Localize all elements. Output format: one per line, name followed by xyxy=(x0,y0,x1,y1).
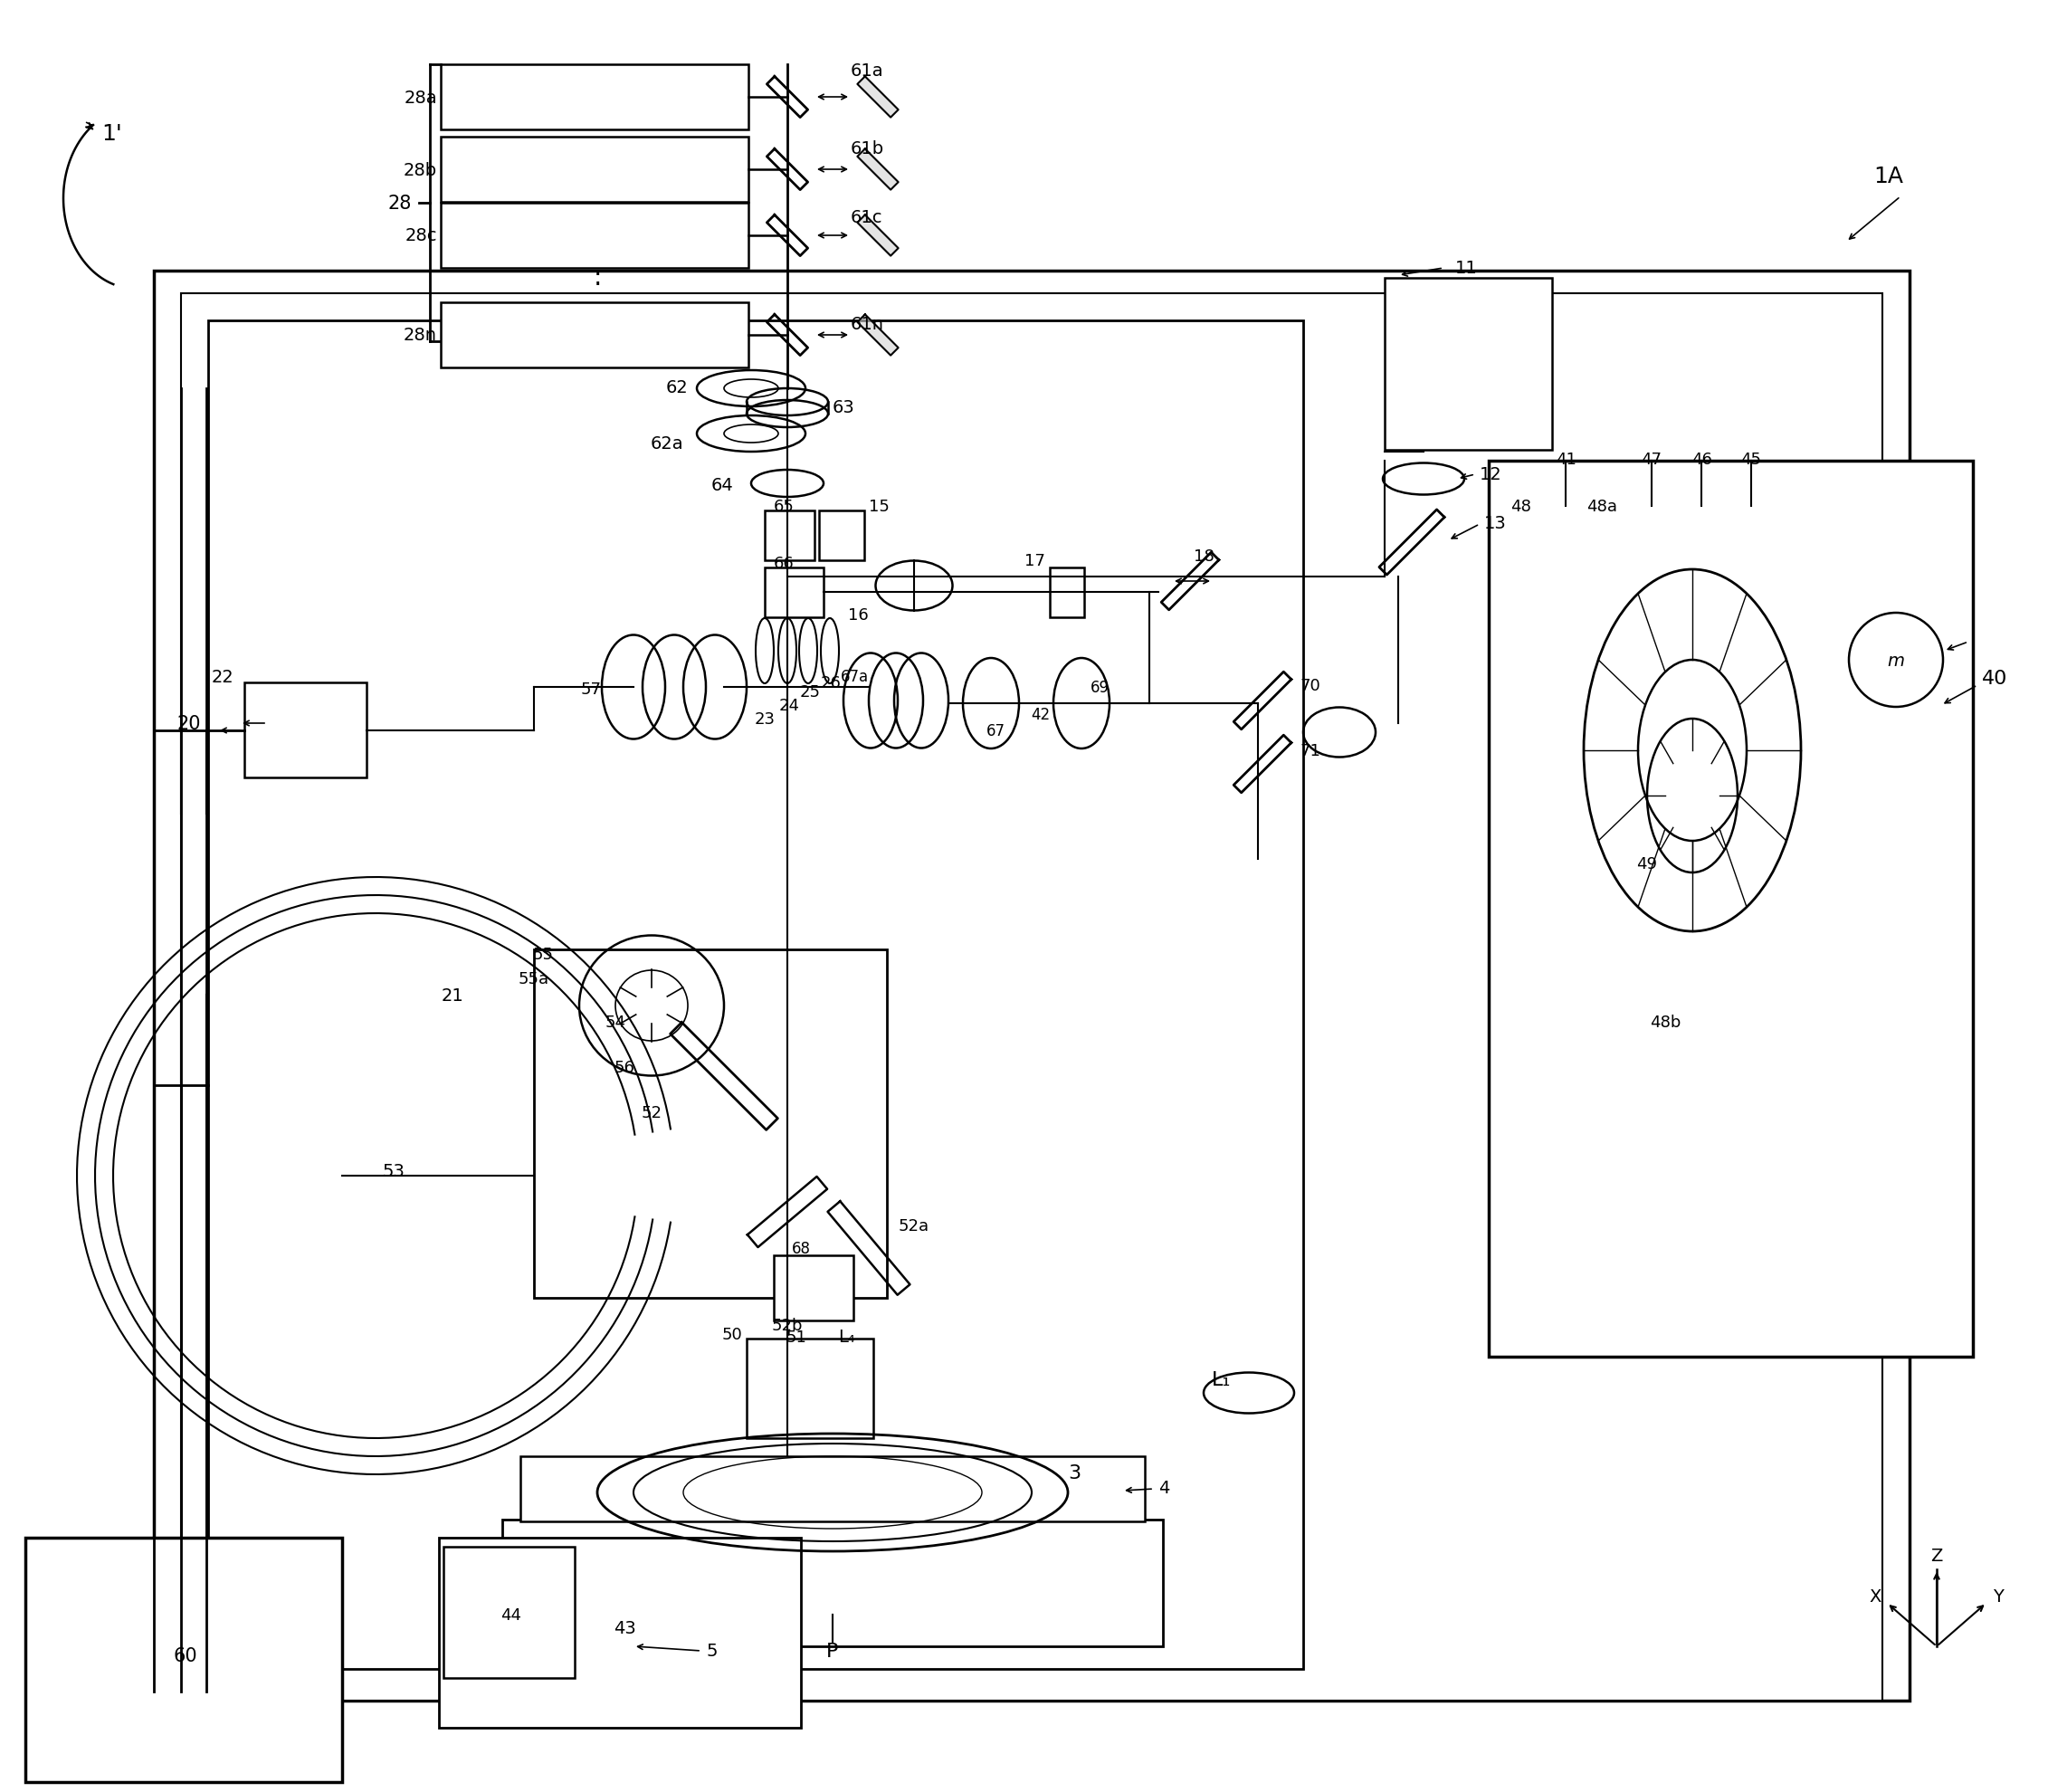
Text: 42: 42 xyxy=(1031,706,1050,722)
Text: 67a: 67a xyxy=(841,668,868,685)
Text: 23: 23 xyxy=(754,711,775,728)
Text: 26: 26 xyxy=(821,676,841,692)
Bar xyxy=(521,1457,1145,1521)
Text: 49: 49 xyxy=(1637,857,1658,873)
Text: 63: 63 xyxy=(833,398,856,416)
Text: 13: 13 xyxy=(1484,514,1507,532)
Bar xyxy=(209,321,1302,1668)
Text: 28: 28 xyxy=(389,195,411,213)
Bar xyxy=(765,511,814,561)
Text: 65: 65 xyxy=(773,498,794,514)
Text: 16: 16 xyxy=(847,607,868,624)
Text: 55a: 55a xyxy=(519,971,550,987)
Text: 66: 66 xyxy=(773,556,794,572)
Text: 48: 48 xyxy=(1511,498,1532,514)
Text: 60: 60 xyxy=(174,1647,198,1665)
Text: 40: 40 xyxy=(1982,670,2007,688)
Bar xyxy=(746,1339,874,1439)
Text: P: P xyxy=(827,1641,839,1659)
Text: 48a: 48a xyxy=(1587,498,1616,514)
Bar xyxy=(1050,568,1085,618)
Text: 54: 54 xyxy=(606,1014,626,1030)
Bar xyxy=(440,204,748,269)
Text: 50: 50 xyxy=(721,1326,742,1342)
Text: 47: 47 xyxy=(1641,452,1662,468)
Text: 52b: 52b xyxy=(771,1317,802,1333)
Bar xyxy=(773,1256,854,1321)
Text: Z: Z xyxy=(1931,1546,1943,1564)
Bar xyxy=(819,511,864,561)
Text: 62: 62 xyxy=(666,378,688,396)
Text: L₄: L₄ xyxy=(837,1328,854,1346)
Text: Y: Y xyxy=(1993,1588,2003,1606)
Text: 15: 15 xyxy=(868,498,889,514)
Bar xyxy=(438,1538,800,1727)
Text: 41: 41 xyxy=(1554,452,1575,468)
Text: L₁: L₁ xyxy=(1211,1371,1232,1389)
Text: 4: 4 xyxy=(1158,1480,1170,1496)
Bar xyxy=(765,568,823,618)
Bar xyxy=(502,1520,1164,1647)
Text: 18: 18 xyxy=(1193,548,1213,564)
Text: 45: 45 xyxy=(1740,452,1761,468)
Bar xyxy=(440,303,748,367)
Text: 1': 1' xyxy=(101,124,122,145)
Text: 64: 64 xyxy=(711,477,734,495)
Text: 61a: 61a xyxy=(852,63,885,79)
Text: 53: 53 xyxy=(382,1163,405,1181)
Text: 68: 68 xyxy=(792,1240,810,1256)
Text: 71: 71 xyxy=(1300,742,1321,760)
Text: 62a: 62a xyxy=(651,435,684,452)
Text: 43: 43 xyxy=(614,1620,637,1636)
Text: 52a: 52a xyxy=(899,1217,930,1235)
Bar xyxy=(25,1538,341,1781)
Bar xyxy=(1488,461,1972,1357)
Text: 20: 20 xyxy=(176,715,200,733)
Text: 61b: 61b xyxy=(852,140,885,158)
Text: 21: 21 xyxy=(440,986,463,1004)
Polygon shape xyxy=(858,215,899,256)
Text: 17: 17 xyxy=(1025,552,1046,570)
Text: 70: 70 xyxy=(1300,677,1321,694)
Text: 61c: 61c xyxy=(852,208,883,226)
Text: 28b: 28b xyxy=(403,161,436,179)
Text: 44: 44 xyxy=(500,1607,521,1624)
Text: 11: 11 xyxy=(1455,260,1478,278)
Text: X: X xyxy=(1869,1588,1881,1606)
Text: 22: 22 xyxy=(211,668,234,685)
Text: m: m xyxy=(1887,652,1904,668)
Bar xyxy=(440,65,748,131)
Text: 52: 52 xyxy=(641,1104,661,1120)
Text: 5: 5 xyxy=(707,1641,717,1659)
Text: 67: 67 xyxy=(986,722,1005,738)
Text: 56: 56 xyxy=(614,1059,635,1075)
Bar xyxy=(153,271,1910,1701)
Text: 12: 12 xyxy=(1480,466,1503,484)
Text: 69: 69 xyxy=(1089,679,1110,695)
Polygon shape xyxy=(858,315,899,357)
Bar xyxy=(1385,278,1552,450)
Text: 57: 57 xyxy=(581,681,601,697)
Text: 28c: 28c xyxy=(405,228,436,246)
Bar xyxy=(182,294,1883,1701)
Bar xyxy=(533,950,887,1297)
Text: 46: 46 xyxy=(1691,452,1711,468)
Bar xyxy=(440,138,748,202)
Text: 1A: 1A xyxy=(1873,165,1904,186)
Text: 28n: 28n xyxy=(403,326,436,344)
Text: 28a: 28a xyxy=(403,90,436,106)
Text: 25: 25 xyxy=(800,685,821,701)
Text: 24: 24 xyxy=(779,697,800,713)
Polygon shape xyxy=(858,149,899,190)
Text: 61n: 61n xyxy=(852,315,885,333)
Bar xyxy=(444,1546,575,1677)
Polygon shape xyxy=(858,77,899,118)
Text: 51: 51 xyxy=(785,1330,806,1346)
Bar xyxy=(244,683,366,778)
Text: 3: 3 xyxy=(1069,1464,1081,1482)
Text: 48b: 48b xyxy=(1649,1014,1680,1030)
Text: :: : xyxy=(593,265,601,290)
Text: 55: 55 xyxy=(533,946,554,962)
